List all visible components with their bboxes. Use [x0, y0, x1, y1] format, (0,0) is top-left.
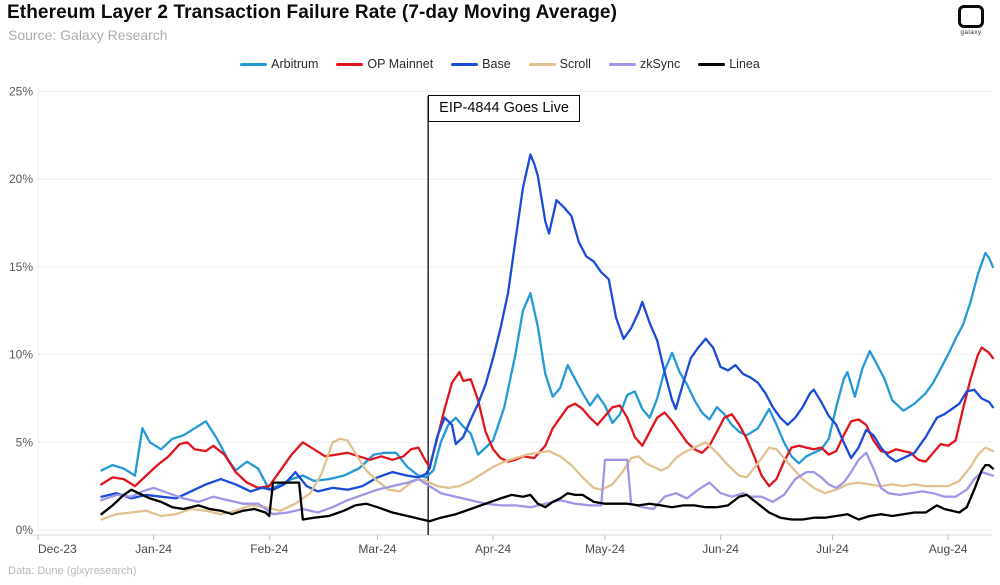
legend-swatch: [240, 62, 268, 66]
y-axis-label: 5%: [16, 435, 34, 449]
legend-label: Arbitrum: [271, 57, 319, 71]
eip-4844-annotation: EIP-4844 Goes Live: [428, 95, 580, 122]
y-axis-label: 15%: [9, 260, 33, 274]
y-axis-label: 10%: [9, 348, 33, 362]
galaxy-logo-label: galaxy: [960, 29, 982, 36]
x-axis-label: Feb-24: [250, 542, 288, 556]
x-axis-label: Apr-24: [475, 542, 511, 556]
x-axis-label: May-24: [585, 542, 625, 556]
legend-item-zksync: zkSync: [608, 57, 681, 71]
legend-label: Linea: [729, 57, 760, 71]
legend-label: OP Mainnet: [367, 57, 434, 71]
series-line-linea: [100, 463, 995, 523]
data-attribution: Data: Dune (glxyresearch): [8, 565, 137, 577]
series-line-arbitrum: [100, 251, 995, 491]
legend-item-scroll: Scroll: [528, 57, 591, 71]
galaxy-logo: galaxy: [954, 5, 988, 36]
legend-label: Base: [482, 57, 511, 71]
legend-label: zkSync: [639, 57, 681, 71]
y-axis-label: 20%: [9, 172, 33, 186]
x-axis-label: Mar-24: [358, 542, 396, 556]
page-title: Ethereum Layer 2 Transaction Failure Rat…: [7, 2, 618, 23]
legend-item-arbitrum: Arbitrum: [240, 57, 318, 71]
chart-source: Source: Galaxy Research: [8, 27, 168, 43]
legend-label: Scroll: [559, 57, 591, 71]
x-axis-label: Aug-24: [929, 542, 968, 556]
galaxy-logo-icon: [958, 5, 984, 28]
x-axis-label: Jan-24: [135, 542, 172, 556]
legend-item-base: Base: [451, 57, 511, 71]
legend-item-linea: Linea: [698, 57, 760, 71]
x-axis-label: Jul-24: [816, 542, 849, 556]
legend: Arbitrum OP Mainnet Base Scroll zkSync Linea: [0, 57, 1000, 71]
series-line-op-mainnet: [100, 346, 995, 490]
legend-swatch: [608, 62, 636, 66]
legend-swatch: [528, 62, 556, 66]
series-line-base: [100, 153, 995, 500]
y-axis-label: 25%: [9, 85, 33, 99]
y-axis-label: 0%: [16, 523, 34, 537]
legend-item-op-mainnet: OP Mainnet: [336, 57, 433, 71]
x-axis-label: Jun-24: [702, 542, 739, 556]
legend-swatch: [336, 62, 364, 66]
x-axis-label: Dec-23: [38, 542, 77, 556]
legend-swatch: [698, 62, 726, 66]
series-line-scroll: [100, 437, 995, 521]
legend-swatch: [451, 62, 479, 66]
series-line-zksync: [100, 451, 995, 516]
